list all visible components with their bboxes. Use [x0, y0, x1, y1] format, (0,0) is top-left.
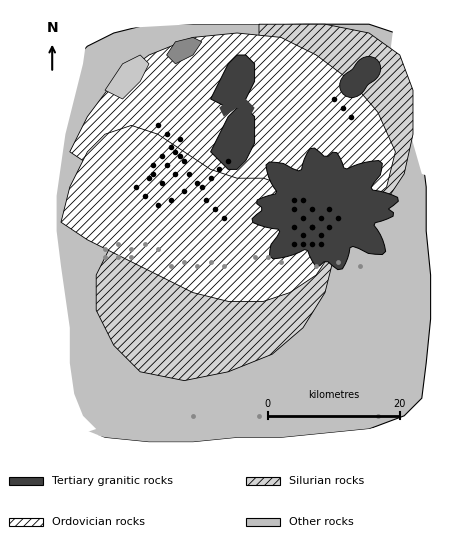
Polygon shape — [210, 55, 255, 108]
Bar — [246, 518, 280, 526]
Polygon shape — [210, 108, 255, 169]
Text: 0: 0 — [265, 399, 271, 409]
Polygon shape — [52, 24, 430, 442]
Polygon shape — [61, 125, 334, 301]
Polygon shape — [391, 11, 457, 187]
Polygon shape — [17, 416, 457, 451]
Polygon shape — [17, 11, 457, 46]
Text: Other rocks: Other rocks — [289, 518, 354, 527]
Polygon shape — [70, 33, 395, 222]
Polygon shape — [17, 11, 96, 451]
Polygon shape — [105, 55, 149, 99]
Polygon shape — [96, 187, 334, 381]
Text: N: N — [46, 21, 58, 35]
Text: kilometres: kilometres — [308, 390, 359, 400]
Bar — [9, 477, 43, 485]
Polygon shape — [255, 24, 413, 213]
Bar — [246, 477, 280, 485]
Polygon shape — [166, 37, 202, 64]
Text: Ordovician rocks: Ordovician rocks — [52, 518, 145, 527]
Bar — [9, 518, 43, 526]
Text: Tertiary granitic rocks: Tertiary granitic rocks — [52, 476, 173, 486]
Polygon shape — [219, 99, 255, 117]
Text: Silurian rocks: Silurian rocks — [289, 476, 365, 486]
Polygon shape — [340, 57, 381, 97]
Polygon shape — [252, 148, 398, 270]
Text: 20: 20 — [393, 399, 406, 409]
